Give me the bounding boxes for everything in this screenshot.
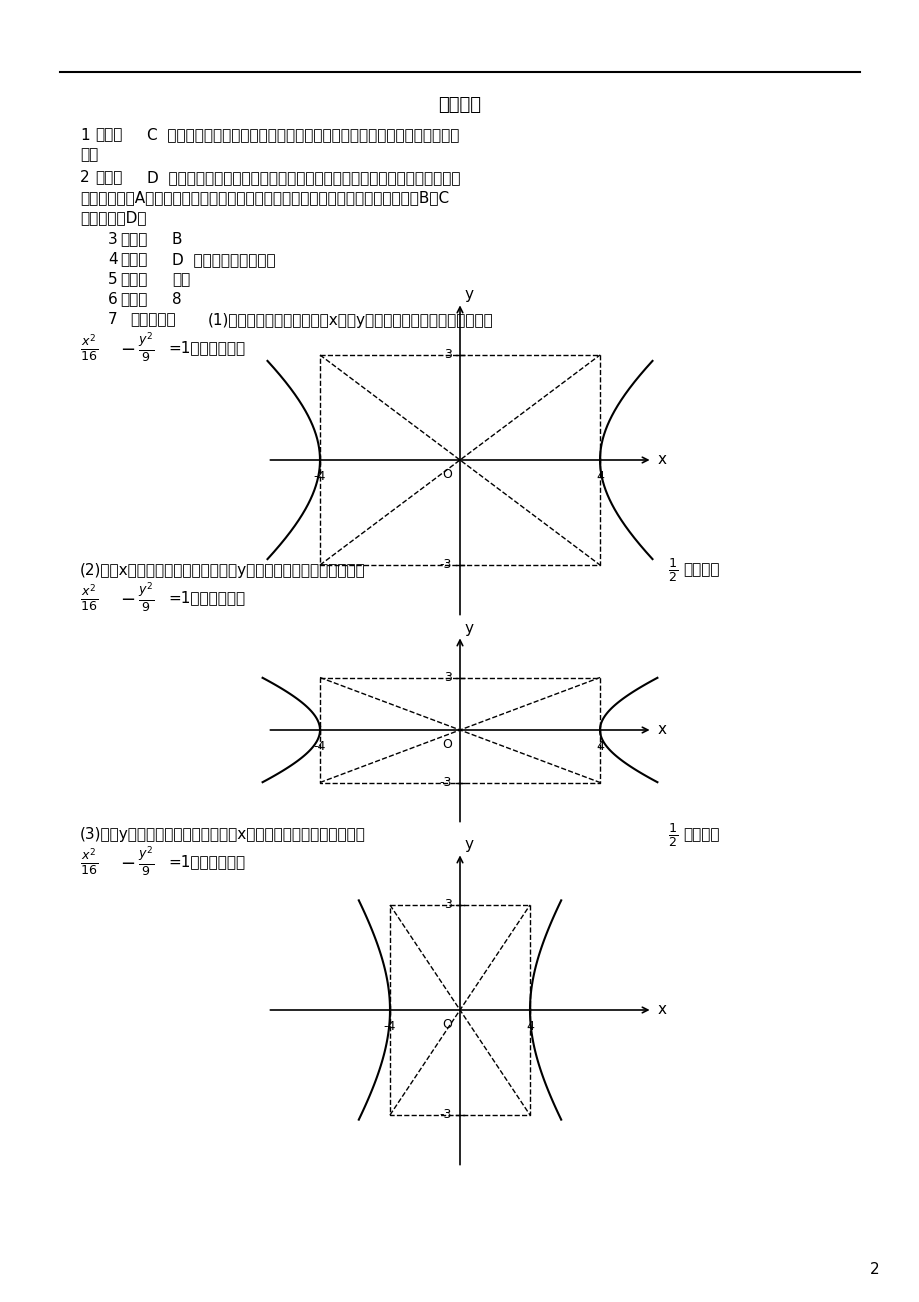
Text: y: y (464, 288, 473, 302)
Text: 3: 3 (444, 898, 451, 911)
Text: 参考答案: 参考答案 (438, 96, 481, 115)
Text: x: x (657, 453, 665, 467)
Text: 直线: 直线 (172, 272, 190, 288)
Text: $-$: $-$ (119, 339, 135, 357)
Text: O: O (442, 1018, 451, 1031)
Text: 8: 8 (172, 293, 181, 307)
Text: (2)如果x轴上的单位长度保持不变，y轴上的单位长度缩小为原来的: (2)如果x轴上的单位长度保持不变，y轴上的单位长度缩小为原来的 (80, 562, 366, 578)
Text: 3: 3 (444, 671, 451, 684)
Text: O: O (442, 738, 451, 751)
Text: B: B (172, 233, 182, 247)
Text: 答案：解：: 答案：解： (130, 312, 176, 328)
Text: $\frac{y^2}{9}$: $\frac{y^2}{9}$ (138, 331, 154, 365)
Text: $-$: $-$ (119, 589, 135, 607)
Text: 答案：: 答案： (119, 233, 147, 247)
Text: 6: 6 (108, 293, 118, 307)
Text: y: y (464, 621, 473, 635)
Text: D  将圆作伸缩变换，如果保持一轴不变，另一轴压缩或伸长都会出现椭圆的: D 将圆作伸缩变换，如果保持一轴不变，另一轴压缩或伸长都会出现椭圆的 (147, 171, 460, 185)
Text: 4: 4 (596, 740, 603, 753)
Text: $\frac{x^2}{16}$: $\frac{x^2}{16}$ (80, 846, 98, 878)
Text: -4: -4 (313, 470, 326, 483)
Text: x: x (657, 723, 665, 737)
Text: 5: 5 (108, 272, 118, 288)
Text: -3: -3 (439, 1108, 451, 1121)
Text: =1的图形如下：: =1的图形如下： (168, 854, 244, 870)
Text: 的．: 的． (80, 147, 98, 163)
Text: 7: 7 (108, 312, 118, 328)
Text: 4: 4 (596, 470, 603, 483)
Text: 答案：: 答案： (95, 171, 122, 185)
Text: -3: -3 (439, 776, 451, 789)
Text: 4: 4 (526, 1019, 533, 1032)
Text: $\frac{x^2}{16}$: $\frac{x^2}{16}$ (80, 332, 98, 363)
Text: x: x (657, 1003, 665, 1017)
Text: 2: 2 (869, 1263, 879, 1277)
Text: -4: -4 (313, 740, 326, 753)
Text: 答案：: 答案： (119, 253, 147, 267)
Text: $\frac{y^2}{9}$: $\frac{y^2}{9}$ (138, 581, 154, 615)
Text: 1: 1 (80, 128, 89, 142)
Text: =1的图形如下：: =1的图形如下： (168, 591, 244, 605)
Text: (3)如果y轴上的单位长度保持不变，x轴上的单位长度缩小为原来的: (3)如果y轴上的单位长度保持不变，x轴上的单位长度缩小为原来的 (80, 828, 366, 842)
Text: $\frac{1}{2}$: $\frac{1}{2}$ (667, 822, 677, 849)
Text: D  通过作图可知答案．: D 通过作图可知答案． (172, 253, 276, 267)
Text: 答案：: 答案： (119, 293, 147, 307)
Text: (1)建立平面直角坐标系，使x轴与y轴具有相同的单位长度，双曲线: (1)建立平面直角坐标系，使x轴与y轴具有相同的单位长度，双曲线 (208, 312, 494, 328)
Text: $\frac{x^2}{16}$: $\frac{x^2}{16}$ (80, 582, 98, 613)
Text: 正确，故选D．: 正确，故选D． (80, 211, 146, 225)
Text: =1的图形如下：: =1的图形如下： (168, 341, 244, 355)
Text: O: O (442, 467, 451, 480)
Text: 形状，故选项A正确．当两轴同时放大或缩小时，会得到比原来大或小的圆，故选项B、C: 形状，故选项A正确．当两轴同时放大或缩小时，会得到比原来大或小的圆，故选项B、C (80, 190, 448, 206)
Text: y: y (464, 837, 473, 853)
Text: $\frac{y^2}{9}$: $\frac{y^2}{9}$ (138, 845, 154, 879)
Text: $\frac{1}{2}$: $\frac{1}{2}$ (667, 556, 677, 583)
Text: 3: 3 (444, 349, 451, 362)
Text: 答案：: 答案： (95, 128, 122, 142)
Text: 答案：: 答案： (119, 272, 147, 288)
Text: 4: 4 (108, 253, 118, 267)
Text: $-$: $-$ (119, 853, 135, 871)
Text: -3: -3 (439, 559, 451, 572)
Text: 2: 2 (80, 171, 89, 185)
Text: 3: 3 (108, 233, 118, 247)
Text: C  抛物线在平面直角坐标系中进行伸缩变换后，图形的形状是不会发生变化: C 抛物线在平面直角坐标系中进行伸缩变换后，图形的形状是不会发生变化 (147, 128, 459, 142)
Text: -4: -4 (383, 1019, 396, 1032)
Text: ，双曲线: ，双曲线 (682, 562, 719, 578)
Text: ，双曲线: ，双曲线 (682, 828, 719, 842)
